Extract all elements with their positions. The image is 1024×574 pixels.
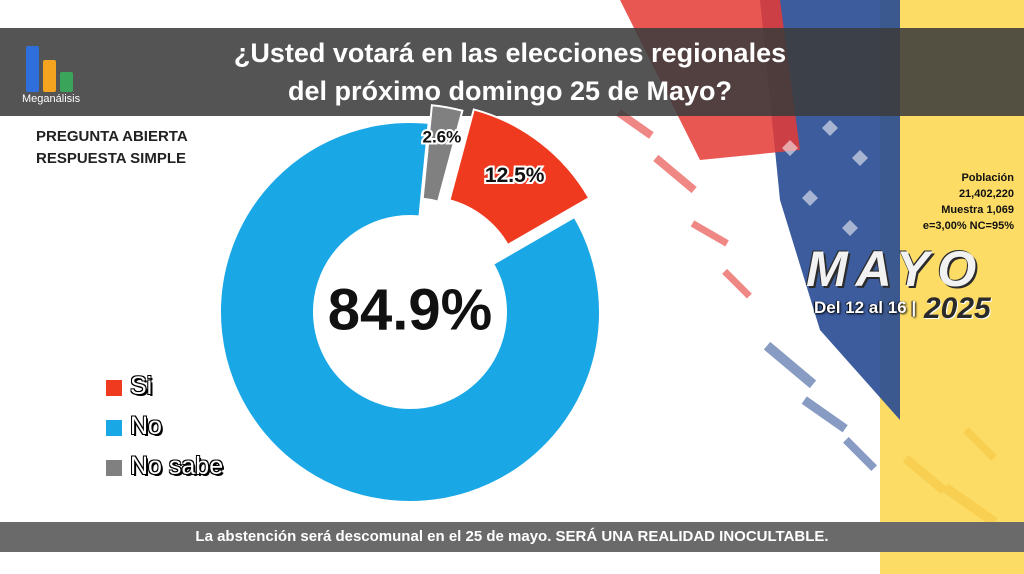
sample-size: Muestra 1,069 — [941, 204, 1014, 216]
period-month: MAYO — [806, 241, 985, 297]
title-line-1: ¿Usted votará en las elecciones regional… — [233, 38, 787, 68]
question-type-line-2: RESPUESTA SIMPLE — [36, 150, 187, 167]
footer-caption: La abstención será descomunal en el 25 d… — [0, 522, 1024, 552]
title-line-2: del próximo domingo 25 de Mayo? — [287, 76, 733, 106]
period-year: 2025 — [924, 292, 991, 325]
center-value-label: 84.9% — [328, 278, 492, 343]
legend-label-si: Si — [130, 372, 153, 400]
slice-si — [448, 108, 591, 247]
logo-text: Meganálisis — [22, 93, 81, 105]
data-label-si: 12.5% — [485, 164, 545, 187]
legend-label-no-sabe: No sabe — [130, 452, 224, 480]
bar-chart-logo-icon — [26, 40, 86, 92]
slice-no-sabe — [421, 104, 464, 203]
population-value: 21,402,220 — [958, 188, 1014, 200]
slice-no — [219, 121, 601, 503]
legend-swatch-si — [106, 380, 122, 396]
margin-of-error: e=3,00% NC=95% — [922, 220, 1014, 232]
header-bar: Meganálisis ¿Usted votará en las eleccio… — [0, 28, 1024, 116]
period-range: Del 12 al 16 | — [814, 298, 917, 317]
legend-label-no: No — [130, 412, 162, 440]
meganalisis-logo: Meganálisis — [22, 38, 92, 110]
legend-swatch-no-sabe — [106, 460, 122, 476]
population-label: Población — [961, 172, 1014, 184]
question-type: PREGUNTA ABIERTA RESPUESTA SIMPLE — [36, 126, 188, 170]
page-title: ¿Usted votará en las elecciones regional… — [140, 34, 880, 110]
donut-chart: 84.9% 12.5% 2.6% — [219, 104, 601, 503]
question-type-line-1: PREGUNTA ABIERTA — [36, 128, 188, 145]
poll-info: Población 21,402,220 Muestra 1,069 e=3,0… — [923, 170, 1014, 234]
data-label-no-sabe: 2.6% — [423, 127, 462, 146]
legend-swatch-no — [106, 420, 122, 436]
survey-period: MAYO Del 12 al 16 | 2025 — [806, 240, 1016, 332]
